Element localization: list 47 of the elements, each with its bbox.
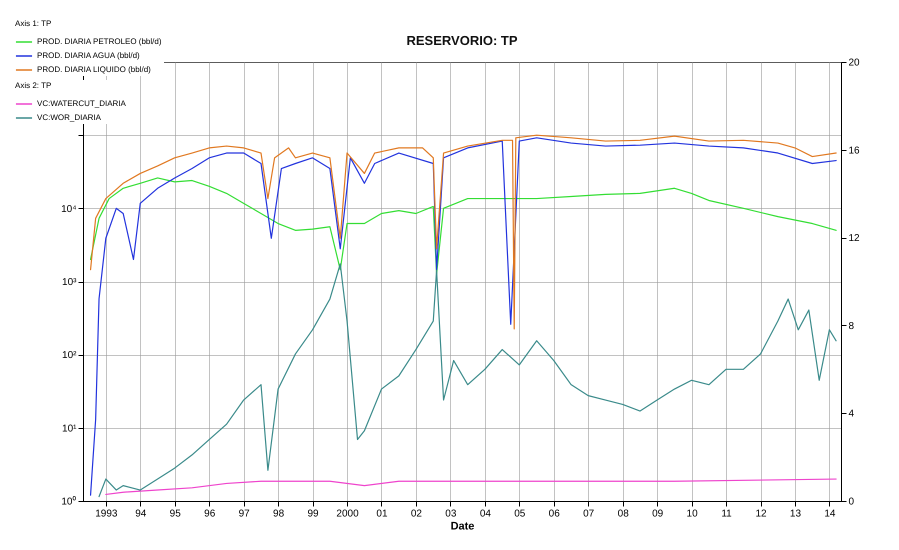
x-tick-label: 12 (755, 508, 768, 520)
x-tick-label: 99 (307, 508, 320, 520)
x-tick-label: 01 (376, 508, 388, 520)
x-tick-label: 07 (583, 508, 595, 520)
x-tick-label: 95 (170, 508, 182, 520)
x-tick-label: 02 (410, 508, 422, 520)
x-tick-label: 13 (790, 508, 802, 520)
y2-tick-label: 12 (848, 233, 860, 244)
legend-label: VC:WATERCUT_DIARIA (37, 99, 127, 108)
y-tick-label: 10² (62, 350, 78, 362)
line-series (105, 478, 837, 496)
line-series (90, 134, 837, 330)
text: Axis 2: TP (15, 81, 52, 90)
x-tick-label: 06 (548, 508, 560, 520)
x-axis-title: Date (450, 520, 474, 532)
legend-label: PROD. DIARIA PETROLEO (bbl/d) (37, 37, 162, 46)
x-tick-label: 2000 (336, 508, 360, 520)
y2-tick-label: 0 (848, 496, 854, 508)
legend-title: Axis 1: TP (15, 19, 52, 28)
x-tick-label: 10 (686, 508, 698, 520)
x-tick-label: 09 (652, 508, 664, 520)
x-tick-label: 04 (480, 508, 492, 520)
chart-title: RESERVORIO: TP (406, 33, 518, 48)
x-tick-label: 03 (445, 508, 457, 520)
y-tick-label: 10⁰ (61, 496, 76, 508)
legend-label: VC:WOR_DIARIA (37, 113, 102, 122)
line-series (90, 177, 837, 275)
x-tick-label: 08 (618, 508, 630, 520)
x-tick-label: 97 (238, 508, 250, 520)
legend-label: PROD. DIARIA LIQUIDO (bbl/d) (37, 65, 152, 74)
line-series (90, 137, 837, 496)
y-tick-label: 10¹ (62, 423, 78, 434)
y-tick-label: 10³ (62, 277, 78, 288)
y2-tick-label: 16 (848, 145, 860, 156)
legend-label: PROD. DIARIA AGUA (bbl/d) (37, 51, 140, 60)
x-tick-label: 1993 (95, 508, 118, 520)
x-tick-label: 96 (204, 508, 216, 520)
line-series (98, 263, 837, 498)
x-tick-label: 11 (721, 508, 732, 520)
x-tick-label: 98 (273, 508, 285, 520)
y-tick-label: 10⁴ (61, 204, 76, 215)
x-tick-label: 14 (824, 508, 836, 520)
y2-tick-label: 4 (848, 408, 854, 420)
y2-tick-label: 20 (848, 58, 860, 68)
x-tick-label: 05 (514, 508, 526, 520)
y2-tick-label: 8 (848, 320, 854, 332)
x-tick-label: 94 (135, 508, 147, 520)
